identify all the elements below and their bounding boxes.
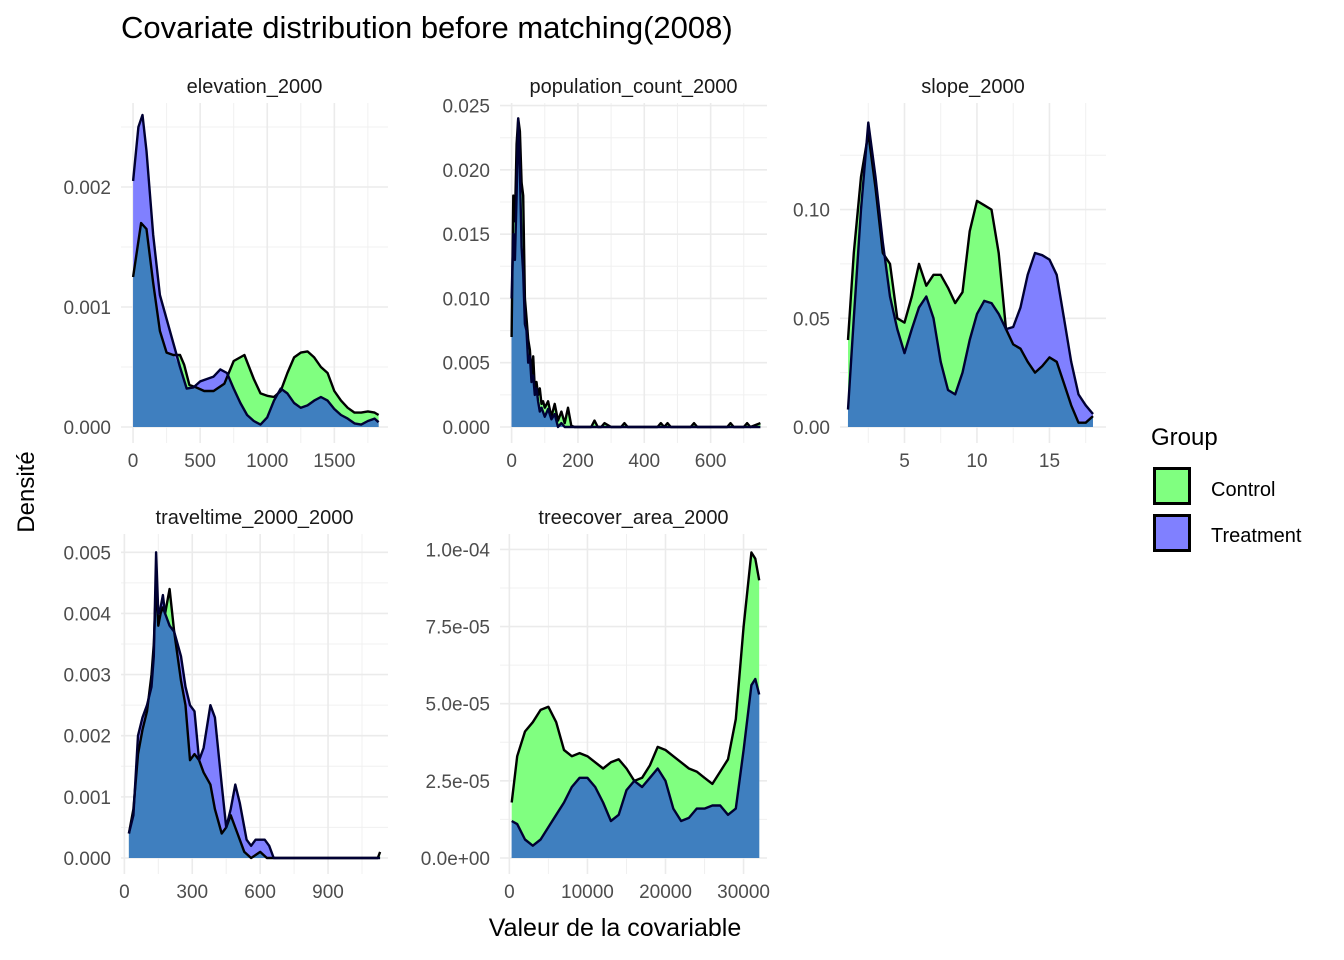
y-tick-label: 0.005 — [63, 543, 111, 564]
x-tick-label: 600 — [695, 451, 727, 472]
y-tick-label: 2.5e-05 — [426, 772, 490, 793]
x-tick-label: 600 — [244, 882, 276, 903]
density-line-control — [510, 117, 761, 429]
chart-title: Covariate distribution before matching(2… — [121, 10, 733, 45]
y-tick-label: 0.05 — [793, 309, 830, 330]
legend-label-treatment: Treatment — [1211, 525, 1302, 547]
y-tick-label: 0.000 — [63, 849, 111, 870]
density-area-control — [511, 118, 761, 428]
y-tick-label: 0.10 — [793, 201, 830, 222]
y-tick-label: 0.025 — [442, 97, 490, 118]
panel-title-elevation: elevation_2000 — [186, 76, 323, 98]
y-tick-label: 0.001 — [63, 298, 111, 319]
y-tick-label: 0.000 — [442, 418, 490, 439]
y-tick-label: 0.004 — [63, 604, 111, 625]
y-tick-label: 0.015 — [442, 225, 490, 246]
x-tick-label: 900 — [312, 882, 344, 903]
x-tick-label: 10000 — [561, 882, 614, 903]
y-tick-label: 7.5e-05 — [426, 618, 490, 639]
x-tick-label: 0 — [504, 882, 515, 903]
panel-title-population: population_count_2000 — [529, 76, 738, 98]
density-line-treatment — [131, 113, 380, 426]
y-tick-label: 5.0e-05 — [426, 695, 490, 716]
y-tick-label: 0.005 — [442, 354, 490, 375]
x-tick-label: 0 — [128, 451, 139, 472]
x-tick-label: 30000 — [717, 882, 770, 903]
panel-title-slope: slope_2000 — [921, 76, 1025, 98]
x-tick-label: 0 — [119, 882, 130, 903]
density-line-control — [131, 221, 380, 417]
panel-title-treecover: treecover_area_2000 — [538, 507, 729, 529]
y-tick-label: 0.0e+00 — [421, 849, 490, 870]
x-tick-label: 0 — [506, 451, 517, 472]
x-tick-label: 1000 — [246, 451, 288, 472]
x-tick-label: 400 — [628, 451, 660, 472]
panel-traveltime_2000_2000: 0.000 0.001 0.002 0.003 0.004 0.005 0 300 600 900 — [63, 534, 388, 903]
y-tick-label: 0.001 — [63, 788, 111, 809]
density-overlap — [511, 118, 761, 428]
density-area-control — [511, 552, 760, 858]
panel-elevation_2000: 0.000 0.001 0.002 0 500 1000 1500 — [63, 103, 388, 472]
x-tick-label: 15 — [1039, 451, 1060, 472]
y-tick-label: 0.003 — [63, 666, 111, 687]
x-tick-label: 5 — [899, 451, 910, 472]
y-tick-label: 0.000 — [63, 418, 111, 439]
density-line-treatment — [510, 117, 761, 429]
x-tick-label: 10 — [966, 451, 987, 472]
y-tick-label: 0.002 — [63, 178, 111, 199]
x-tick-label: 200 — [562, 451, 594, 472]
density-overlap — [133, 223, 379, 427]
y-tick-label: 0.002 — [63, 727, 111, 748]
x-tick-label: 20000 — [639, 882, 692, 903]
legend-label-control: Control — [1211, 479, 1276, 501]
panel-treecover_area_2000: 0.0e+00 2.5e-05 5.0e-05 7.5e-05 1.0e-04 0 1000… — [421, 534, 770, 903]
legend-title: Group — [1151, 424, 1218, 451]
density-line-control — [846, 132, 1094, 424]
density-overlap — [128, 582, 381, 858]
y-tick-label: 0.020 — [442, 161, 490, 182]
panel-title-traveltime: traveltime_2000_2000 — [155, 507, 354, 529]
density-line-control — [510, 551, 761, 803]
density-area-control — [133, 223, 379, 427]
legend-key-control — [1153, 467, 1191, 505]
density-line-treatment — [846, 121, 1094, 415]
y-tick-label: 1.0e-04 — [426, 540, 491, 561]
panel-population_count_2000: 0.000 0.005 0.010 0.015 0.020 0.025 0 200 400 600 — [442, 97, 767, 472]
x-tick-label: 300 — [176, 882, 208, 903]
density-area-treatment — [511, 118, 761, 428]
legend-key-treatment — [1153, 514, 1191, 552]
density-overlap — [511, 679, 760, 858]
x-tick-label: 1500 — [313, 451, 355, 472]
y-axis-label: Densité — [13, 451, 40, 533]
panel-slope_2000: 0.00 0.05 0.10 5 10 15 — [793, 103, 1106, 472]
density-line-treatment — [127, 551, 381, 860]
density-line-treatment — [511, 677, 761, 847]
x-tick-label: 500 — [184, 451, 216, 472]
density-overlap — [847, 133, 1093, 427]
y-tick-label: 0.00 — [793, 418, 830, 439]
y-tick-label: 0.010 — [442, 289, 490, 310]
x-axis-label: Valeur de la covariable — [488, 914, 742, 942]
